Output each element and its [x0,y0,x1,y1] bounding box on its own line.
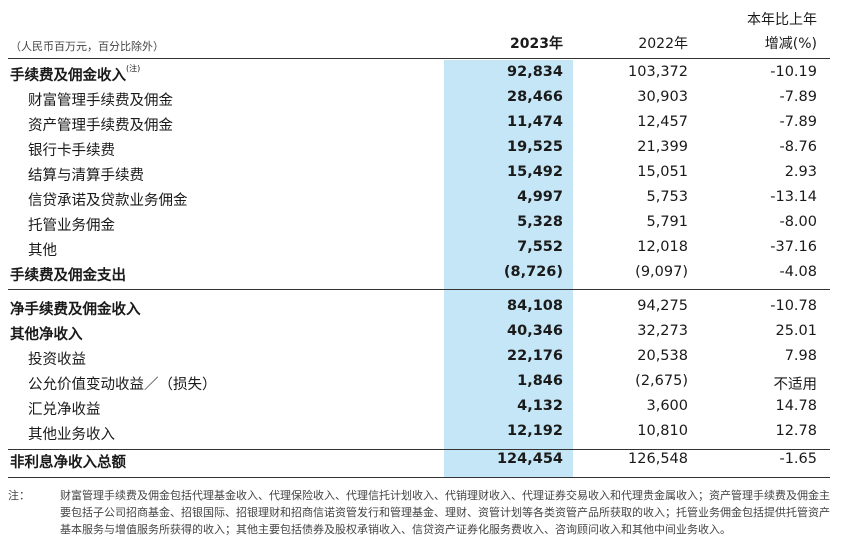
value-2022: (9,097) [635,264,688,280]
table-row: 手续费及佣金收入(注) 92,834 103,372 -10.19 [0,61,850,86]
table-row: 汇兑净收益 4,132 3,600 14.78 [0,395,850,420]
row-label: 资产管理手续费及佣金 [28,118,173,134]
value-2023: 4,997 [517,189,563,205]
table-row: 公允价值变动收益／（损失） 1,846 (2,675) 不适用 [0,370,850,395]
row-label: 信贷承诺及贷款业务佣金 [28,193,188,209]
table-row: 其他 7,552 12,018 -37.16 [0,236,850,261]
table-row: 非利息净收入总额 124,454 126,548 -1.65 [0,448,850,473]
value-change: 7.98 [784,348,817,364]
value-2022: 12,018 [637,239,688,255]
row-label: 托管业务佣金 [28,218,115,234]
value-2022: 20,538 [637,348,688,364]
value-2022: 12,457 [637,114,688,130]
value-2023: 22,176 [507,348,563,364]
value-2022: 32,273 [637,323,688,339]
value-2023: 40,346 [507,323,563,339]
table-row: 信贷承诺及贷款业务佣金 4,997 5,753 -13.14 [0,186,850,211]
header-change-line2: 增减(%) [764,36,817,52]
value-change: 14.78 [775,398,817,414]
value-change: -4.08 [779,264,817,280]
section-rule [8,289,830,290]
value-2023: 19,525 [507,139,563,155]
value-2022: 5,753 [646,189,688,205]
row-label: 投资收益 [28,352,86,368]
table-row: 其他业务收入 12,192 10,810 12.78 [0,420,850,445]
value-change: 2.93 [784,164,817,180]
table-row: 银行卡手续费 19,525 21,399 -8.76 [0,136,850,161]
footnote-tag: 注： [8,489,30,502]
row-gap [0,286,850,295]
table-row: 其他净收入 40,346 32,273 25.01 [0,320,850,345]
value-2023: 84,108 [507,298,563,314]
row-label: 手续费及佣金支出 [10,268,126,284]
row-label: 财富管理手续费及佣金 [28,93,173,109]
header-change-line1: 本年比上年 [747,12,817,28]
row-label: 其他净收入 [10,327,83,343]
value-2023: 1,846 [517,373,563,389]
row-label: 结算与清算手续费 [28,168,144,184]
value-change: 12.78 [775,423,817,439]
value-2022: 10,810 [637,423,688,439]
row-label: 其他业务收入 [28,427,115,443]
value-change: 不适用 [773,377,818,393]
header-rule [8,58,830,59]
value-2023: 4,132 [517,398,563,414]
row-label: 净手续费及佣金收入 [10,302,141,318]
row-label: 银行卡手续费 [28,143,115,159]
table-row: 手续费及佣金支出 (8,726) (9,097) -4.08 [0,261,850,286]
footnote: 注： 财富管理手续费及佣金包括代理基金收入、代理保险收入、代理信托计划收入、代销… [8,487,838,538]
value-change: -8.00 [779,214,817,230]
table-row: 投资收益 22,176 20,538 7.98 [0,345,850,370]
table-row: 资产管理手续费及佣金 11,474 12,457 -7.89 [0,111,850,136]
value-2022: 30,903 [637,89,688,105]
row-label: 公允价值变动收益／（损失） [28,377,217,393]
value-2022: 15,051 [637,164,688,180]
value-2022: 103,372 [628,64,688,80]
row-label: 手续费及佣金收入(注) [10,64,141,84]
value-2023: 11,474 [507,114,563,130]
value-2023: 92,834 [507,64,563,80]
value-2022: (2,675) [635,373,688,389]
note-marker: (注) [126,64,141,73]
value-change: -7.89 [779,89,817,105]
value-change: -1.65 [779,451,817,467]
unit-note: （人民币百万元，百分比除外） [10,40,164,53]
value-2022: 21,399 [637,139,688,155]
value-2022: 126,548 [628,451,688,467]
row-label: 汇兑净收益 [28,402,101,418]
value-2022: 3,600 [646,398,688,414]
row-label: 其他 [28,243,57,259]
table-body: 手续费及佣金收入(注) 92,834 103,372 -10.19 财富管理手续… [0,61,850,473]
value-2022: 94,275 [637,298,688,314]
value-2022: 5,791 [646,214,688,230]
value-change: -8.76 [779,139,817,155]
row-label: 非利息净收入总额 [10,455,126,471]
value-change: -7.89 [779,114,817,130]
table-row: 财富管理手续费及佣金 28,466 30,903 -7.89 [0,86,850,111]
value-2023: 124,454 [496,451,563,467]
value-2023: 7,552 [517,239,563,255]
value-change: -10.19 [770,64,817,80]
value-change: 25.01 [775,323,817,339]
value-change: -10.78 [770,298,817,314]
table-row: 净手续费及佣金收入 84,108 94,275 -10.78 [0,295,850,320]
value-change: -13.14 [770,189,817,205]
header-2023: 2023年 [510,36,563,52]
value-2023: 5,328 [517,214,563,230]
table-row: 结算与清算手续费 15,492 15,051 2.93 [0,161,850,186]
value-2023: (8,726) [503,264,563,280]
bottom-rule [8,477,830,478]
value-2023: 12,192 [507,423,563,439]
value-change: -37.16 [770,239,817,255]
value-2023: 15,492 [507,164,563,180]
total-rule [8,449,830,450]
column-2023-highlight [444,60,573,477]
table-row: 托管业务佣金 5,328 5,791 -8.00 [0,211,850,236]
header-2022: 2022年 [638,36,688,52]
footnote-text: 财富管理手续费及佣金包括代理基金收入、代理保险收入、代理信托计划收入、代销理财收… [60,489,830,536]
value-2023: 28,466 [507,89,563,105]
